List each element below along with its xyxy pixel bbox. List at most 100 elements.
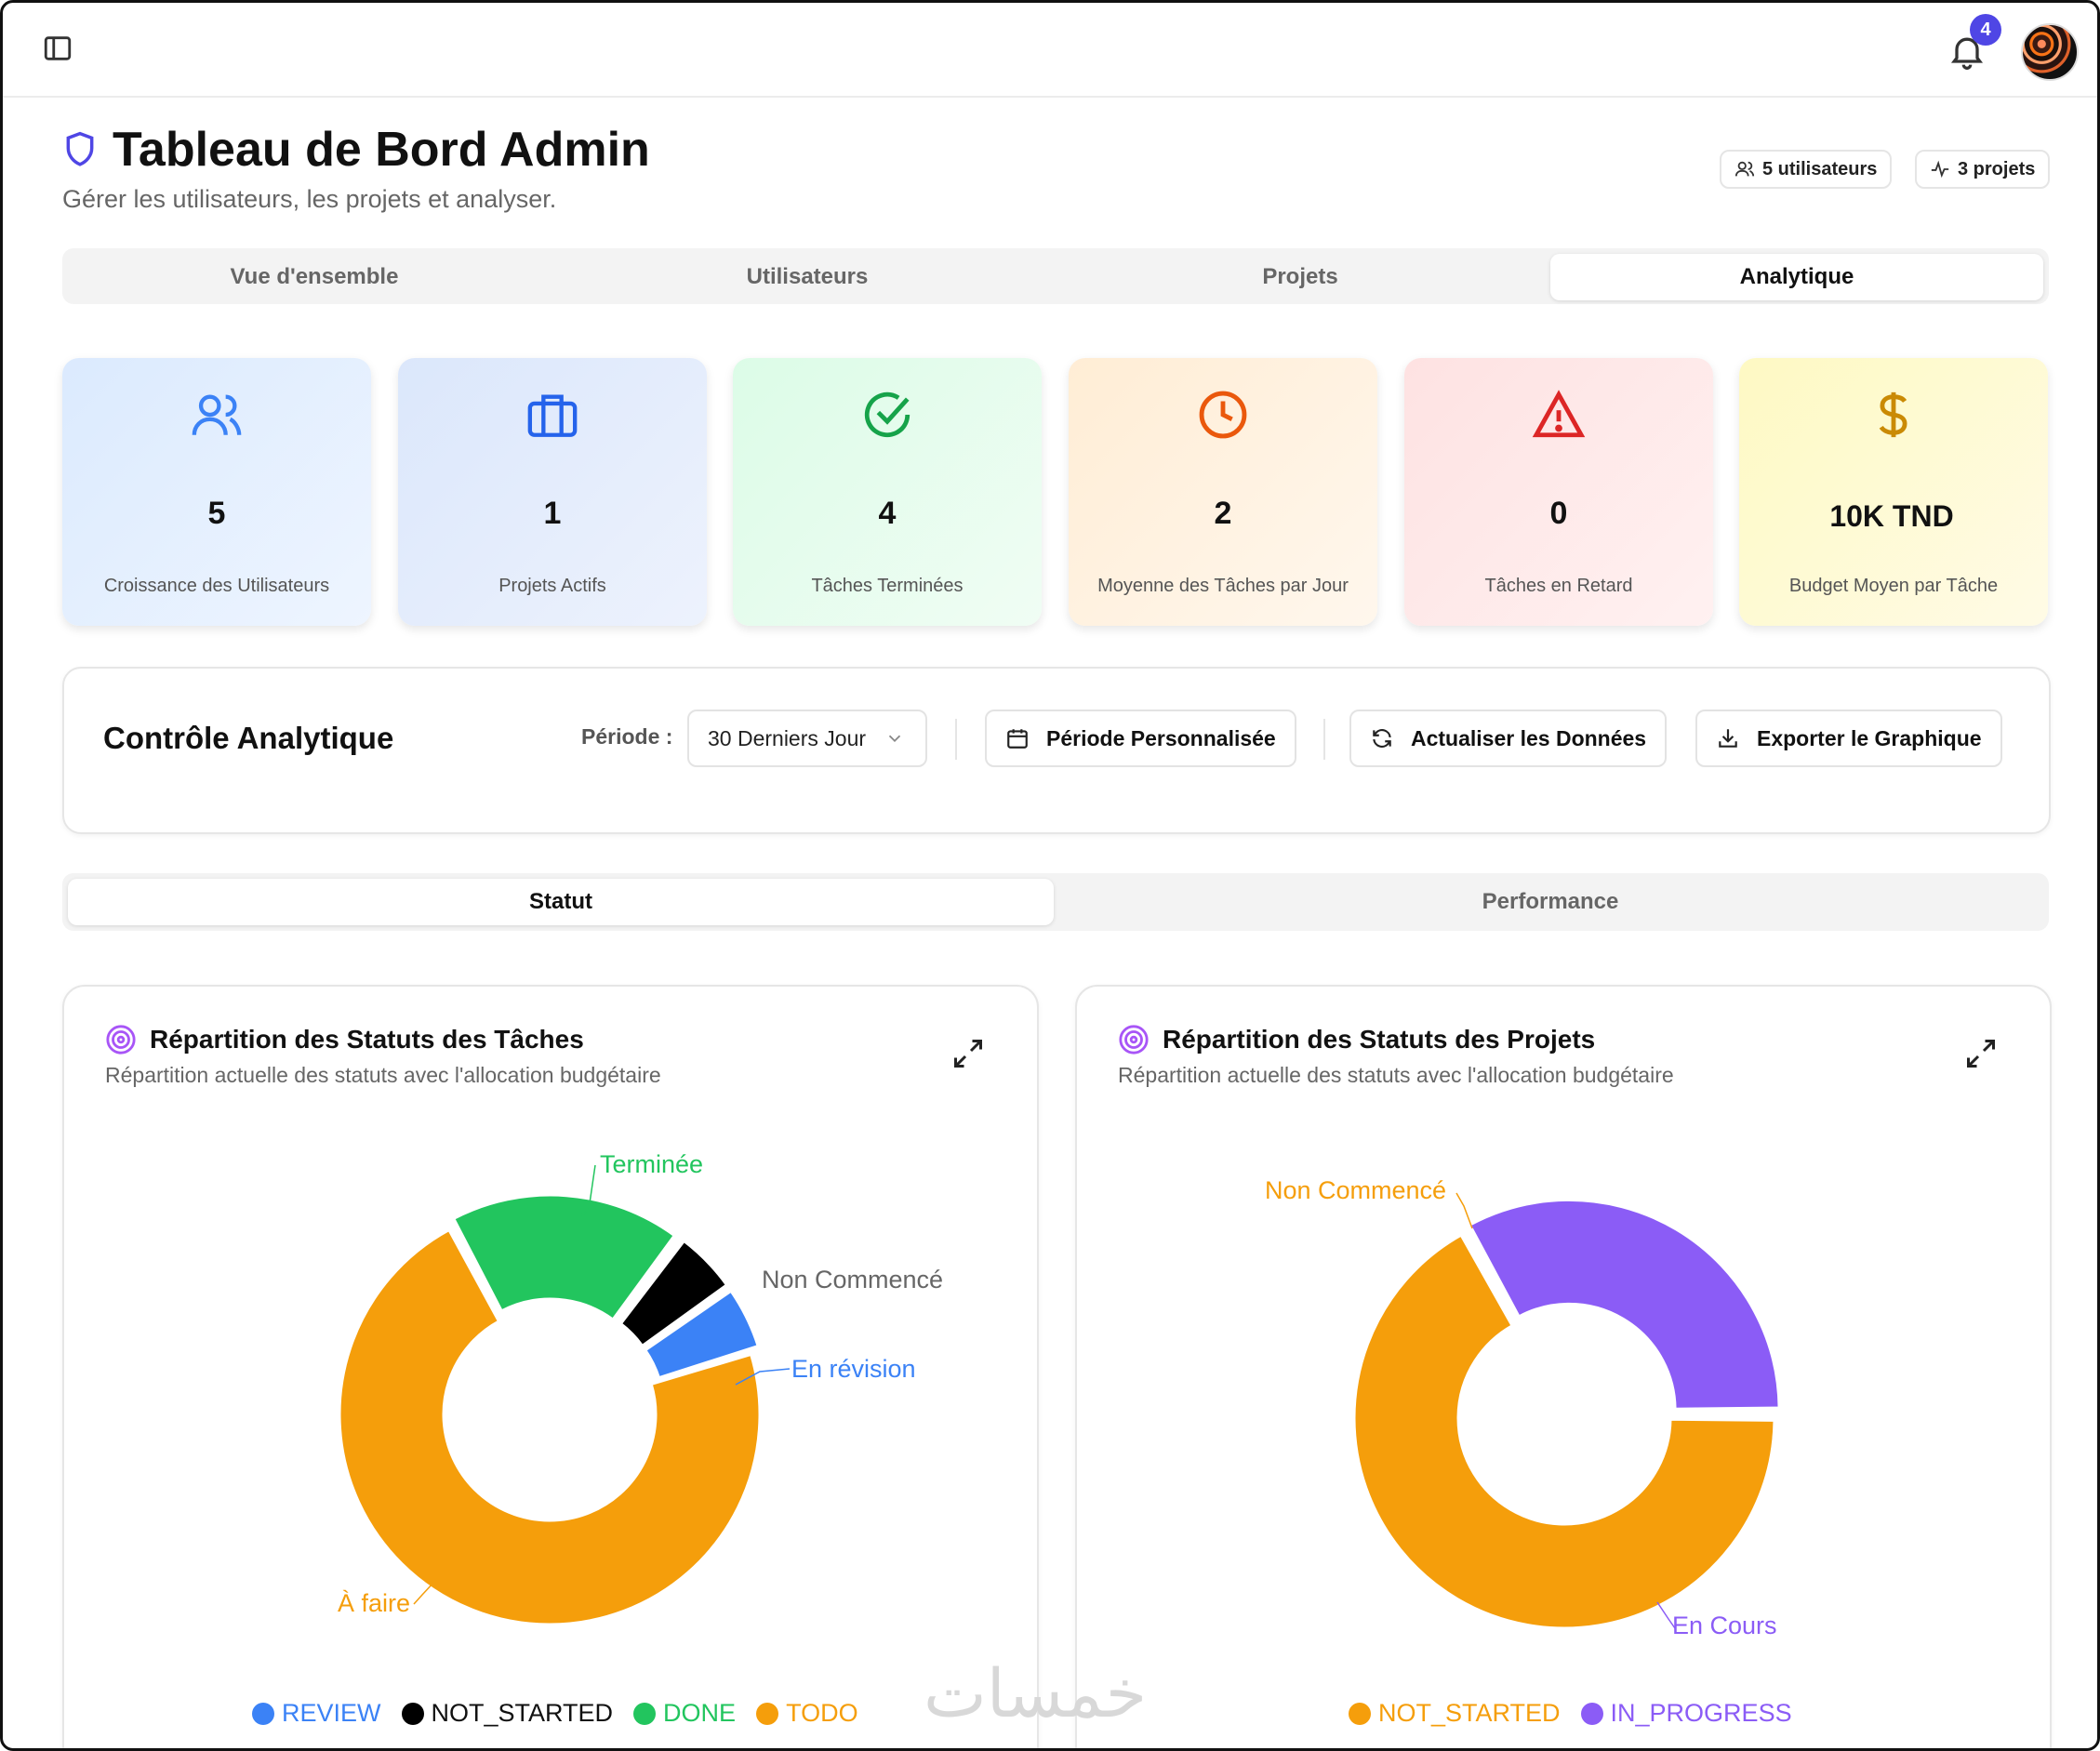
donut-slice-done[interactable]: [451, 1193, 677, 1322]
stat-label: Budget Moyen par Tâche: [1788, 576, 1999, 596]
users-icon: [1734, 161, 1755, 177]
stat-value: 2: [1214, 496, 1232, 531]
stat-card-avg-tasks-per-day: 2 Moyenne des Tâches par Jour: [1069, 358, 1377, 626]
page-subtitle: Gérer les utilisateurs, les projets et a…: [62, 185, 557, 213]
period-label: Période :: [581, 724, 673, 749]
period-select[interactable]: 30 Derniers Jour: [687, 710, 927, 767]
divider: [955, 719, 957, 760]
donut-slice-not-started[interactable]: [1352, 1233, 1776, 1630]
refresh-data-label: Actualiser les Données: [1411, 725, 1647, 750]
stat-value: 1: [543, 496, 562, 531]
calendar-icon: [1007, 729, 1028, 749]
stat-value: 10K TND: [1829, 499, 1954, 533]
analytics-subtabs: Statut Performance: [62, 873, 2049, 931]
stat-label: Tâches Terminées: [811, 576, 964, 596]
chart-title-text: Répartition des Statuts des Projets: [1163, 1025, 1596, 1054]
divider: [1323, 719, 1325, 760]
stat-card-overdue-tasks: 0 Tâches en Retard: [1404, 358, 1713, 626]
main-tabs: Vue d'ensemble Utilisateurs Projets Anal…: [62, 248, 2049, 304]
activity-icon: [1931, 160, 1949, 179]
avatar[interactable]: [2021, 23, 2079, 81]
legend-item-done[interactable]: DONE: [633, 1699, 736, 1728]
chart-title-text: Répartition des Statuts des Tâches: [150, 1025, 584, 1054]
sidebar-toggle-icon[interactable]: [42, 33, 73, 64]
refresh-icon: [1373, 729, 1391, 748]
bell-icon[interactable]: [1947, 31, 1987, 72]
leader-line: [1656, 1601, 1676, 1629]
leader-line: [735, 1368, 791, 1386]
donut-label-todo: À faire: [338, 1589, 410, 1617]
period-select-value: 30 Derniers Jour: [708, 725, 867, 750]
project-status-chart-panel: Répartition des Statuts des Projets Répa…: [1075, 985, 2052, 1748]
users-count-chip: 5 utilisateurs: [1720, 150, 1893, 189]
target-icon: [106, 1025, 136, 1055]
donut-label-not-started: Non Commencé: [1265, 1176, 1446, 1204]
chevron-down-icon: [888, 735, 901, 743]
tab-users[interactable]: Utilisateurs: [746, 264, 869, 289]
tab-projects[interactable]: Projets: [1262, 264, 1338, 289]
shield-icon: [66, 131, 94, 166]
export-chart-label: Exporter le Graphique: [1757, 725, 1982, 750]
stat-card-user-growth: 5 Croissance des Utilisateurs: [62, 358, 371, 626]
donut-slice-todo[interactable]: [338, 1227, 762, 1626]
stat-value: 5: [207, 496, 226, 531]
legend-item-review[interactable]: REVIEW: [252, 1699, 381, 1728]
legend-item-in-progress[interactable]: IN_PROGRESS: [1580, 1699, 1792, 1728]
dollar-icon: [1879, 391, 1907, 438]
control-title: Contrôle Analytique: [103, 721, 394, 755]
leader-line: [580, 1164, 596, 1216]
chart-title: Répartition des Statuts des Projets: [1118, 1024, 1595, 1055]
stat-label: Moyenne des Tâches par Jour: [1097, 576, 1349, 596]
stat-label: Croissance des Utilisateurs: [103, 576, 330, 596]
briefcase-icon: [527, 394, 578, 437]
chart-subtitle: Répartition actuelle des statuts avec l'…: [1118, 1063, 1674, 1087]
top-bar: 4: [3, 3, 2097, 98]
donut-label-in-progress: En Cours: [1672, 1612, 1777, 1639]
refresh-data-button[interactable]: Actualiser les Données: [1349, 710, 1668, 767]
projects-count-label: 3 projets: [1958, 158, 2036, 179]
stat-value: 4: [878, 496, 897, 531]
custom-period-button[interactable]: Période Personnalisée: [985, 710, 1296, 767]
donut-slice-review[interactable]: [643, 1289, 761, 1380]
page-header: Tableau de Bord Admin: [62, 122, 650, 178]
tab-overview[interactable]: Vue d'ensemble: [230, 264, 399, 289]
legend-item-not-started[interactable]: NOT_STARTED: [401, 1699, 613, 1728]
chart-subtitle: Répartition actuelle des statuts avec l'…: [105, 1063, 661, 1087]
donut-label-not-started: Non Commencé: [762, 1266, 943, 1293]
legend-item-todo[interactable]: TODO: [756, 1699, 858, 1728]
task-status-chart-panel: Répartition des Statuts des Tâches Répar…: [62, 985, 1039, 1748]
task-status-donut-chart: Terminée Non Commencé En révision À fair…: [338, 1150, 943, 1626]
target-icon: [1119, 1025, 1149, 1055]
project-status-donut-chart: Non Commencé En Cours: [1265, 1176, 1781, 1639]
legend-item-not-started[interactable]: NOT_STARTED: [1349, 1699, 1561, 1728]
leader-line: [413, 1581, 435, 1605]
subtab-performance[interactable]: Performance: [1482, 889, 1619, 914]
donut-label-review: En révision: [791, 1355, 916, 1383]
page-title: Tableau de Bord Admin: [113, 123, 650, 177]
stat-label: Tâches en Retard: [1484, 576, 1633, 596]
chart-legend: REVIEW NOT_STARTED DONE TODO: [252, 1699, 858, 1728]
custom-period-label: Période Personnalisée: [1046, 725, 1276, 750]
projects-count-chip: 3 projets: [1915, 150, 2051, 189]
watermark: خمسات: [924, 1654, 1148, 1732]
tab-analytics[interactable]: Analytique: [1550, 254, 2043, 300]
donut-slice-not-started[interactable]: [618, 1239, 729, 1348]
stat-card-completed-tasks: 4 Tâches Terminées: [733, 358, 1042, 626]
subtab-status[interactable]: Statut: [68, 879, 1054, 925]
donut-slice-in-progress[interactable]: [1468, 1198, 1781, 1411]
clock-icon: [1199, 391, 1247, 439]
download-icon: [1719, 729, 1737, 748]
stat-card-avg-budget: 10K TND Budget Moyen par Tâche: [1739, 358, 2048, 626]
stat-card-active-projects: 1 Projets Actifs: [398, 358, 707, 626]
expand-icon[interactable]: [1964, 1037, 1998, 1070]
leader-line: [1455, 1192, 1473, 1229]
expand-icon[interactable]: [951, 1037, 985, 1070]
chart-title: Répartition des Statuts des Tâches: [105, 1024, 584, 1055]
check-circle-icon: [864, 391, 910, 438]
alert-triangle-icon: [1532, 390, 1586, 438]
stat-value: 0: [1549, 496, 1568, 531]
export-chart-button[interactable]: Exporter le Graphique: [1695, 710, 2002, 767]
analytics-control-panel: Contrôle Analytique Période : 30 Dernier…: [62, 667, 2051, 834]
stat-label: Projets Actifs: [498, 576, 606, 596]
